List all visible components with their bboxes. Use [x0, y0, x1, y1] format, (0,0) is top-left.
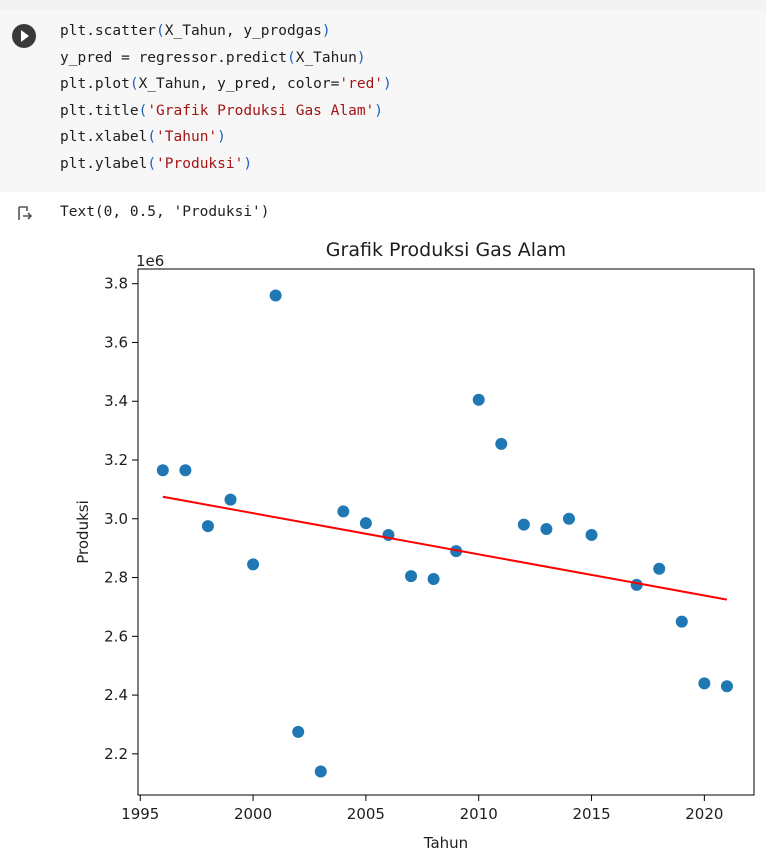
code-token: ) [243, 155, 253, 172]
code-line: y_pred = regressor.predict(X_Tahun) [60, 50, 366, 66]
code-token: plt.ylabel [60, 155, 148, 172]
x-tick-label: 2000 [234, 805, 272, 823]
x-tick-label: 2010 [460, 805, 498, 823]
code-token: plt.plot [60, 76, 130, 92]
y-tick-label: 3.2 [104, 451, 128, 469]
code-token: 'Tahun' [156, 129, 218, 145]
scatter-point [720, 680, 733, 693]
scatter-chart: Grafik Produksi Gas Alam 1e6 2.22.42.62.… [74, 239, 755, 852]
scatter-point [517, 518, 530, 531]
code-token: ( [129, 76, 139, 92]
x-tick-label: 2020 [685, 805, 723, 823]
scatter-point [675, 615, 688, 628]
scatter-point [653, 562, 666, 575]
code-token: X_Tahun, y_prodgas [164, 23, 322, 39]
scatter-point [156, 464, 169, 477]
y-tick-label: 2.4 [104, 686, 128, 704]
x-tick-label: 2015 [572, 805, 610, 823]
x-axis: 1995 2000 2005 2010 2015 2020 [121, 795, 723, 823]
code-line: plt.plot(X_Tahun, y_pred, color='red') [60, 76, 392, 92]
code-line: plt.xlabel('Tahun') [60, 129, 226, 145]
scatter-point [698, 677, 711, 690]
code-token: ) [383, 76, 392, 92]
code-token: ) [356, 49, 366, 66]
y-tick-label: 3.6 [104, 333, 128, 351]
code-token: ) [217, 129, 226, 145]
y-tick-label: 3.0 [104, 510, 128, 528]
scatter-point [292, 725, 305, 738]
regression-line [162, 495, 728, 601]
scatter-point [224, 493, 237, 506]
code-token: X_Tahun [295, 49, 357, 66]
regression-series [162, 495, 728, 601]
scatter-point [495, 437, 508, 450]
chart-title: Grafik Produksi Gas Alam [326, 239, 566, 261]
y-tick-label: 2.2 [104, 745, 128, 763]
code-line: plt.scatter(X_Tahun, y_prodgas) [60, 23, 331, 39]
scatter-point [405, 570, 418, 583]
offset-text: 1e6 [136, 252, 164, 270]
code-token: 'Grafik Produksi Gas Alam' [147, 102, 375, 119]
x-axis-label: Tahun [423, 834, 468, 852]
scatter-point [585, 528, 598, 541]
code-token: ) [321, 23, 331, 39]
cell-top-border [0, 0, 766, 10]
code-token: 'red' [339, 76, 384, 92]
code-token: X_Tahun, y_pred, color= [138, 76, 340, 92]
play-circle-icon[interactable] [12, 24, 36, 48]
code-token: ( [156, 23, 165, 39]
y-tick-label: 3.8 [104, 275, 128, 293]
y-tick-label: 2.6 [104, 627, 128, 645]
x-tick-label: 2005 [347, 805, 385, 823]
code-token: plt.title [60, 102, 139, 119]
scatter-point [562, 512, 575, 525]
code-line: plt.title('Grafik Produksi Gas Alam') [60, 103, 383, 119]
code-cell[interactable]: plt.scatter(X_Tahun, y_prodgas) y_pred =… [0, 10, 766, 192]
scatter-point [427, 573, 440, 586]
scatter-point [179, 464, 192, 477]
code-token: 'Produksi' [156, 155, 244, 172]
output-text: Text(0, 0.5, 'Produksi') [60, 204, 270, 220]
code-token: ( [286, 49, 296, 66]
y-tick-label: 3.4 [104, 392, 128, 410]
code-token: ( [147, 155, 157, 172]
code-token: y_pred = regressor.predict [60, 49, 287, 66]
scatter-point [472, 393, 485, 406]
scatter-point [359, 517, 372, 530]
y-axis: 2.2 2.4 2.6 2.8 3.0 3.2 3.4 3.6 3.8 [104, 275, 138, 763]
scatter-point [314, 765, 327, 778]
code-token: plt.scatter [60, 23, 157, 39]
y-axis-label: Produksi [74, 500, 92, 564]
output-arrow-icon [18, 206, 33, 220]
scatter-point [269, 289, 282, 302]
code-token: ) [374, 102, 384, 119]
code-token: ( [138, 102, 148, 119]
code-token: ( [147, 129, 157, 145]
scatter-point [337, 505, 350, 518]
plot-area [137, 268, 755, 796]
code-editor[interactable]: plt.scatter(X_Tahun, y_prodgas) y_pred =… [60, 18, 392, 177]
scatter-series [156, 289, 733, 778]
code-token: plt.xlabel [60, 129, 148, 145]
scatter-point [201, 520, 214, 533]
code-line: plt.ylabel('Produksi') [60, 156, 252, 172]
y-tick-label: 2.8 [104, 569, 128, 587]
x-tick-label: 1995 [121, 805, 159, 823]
scatter-point [247, 558, 260, 571]
scatter-point [540, 523, 553, 536]
